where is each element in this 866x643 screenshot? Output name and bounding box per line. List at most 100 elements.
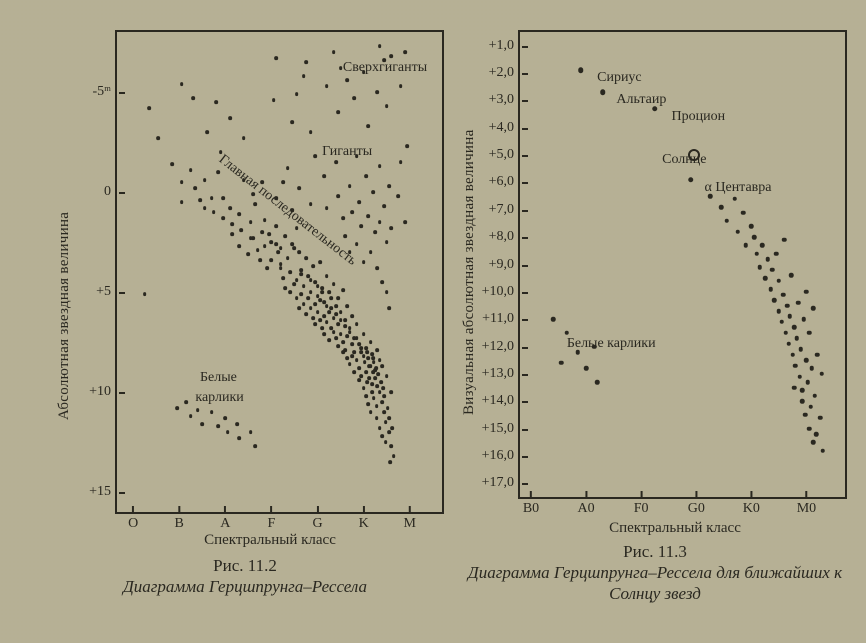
data-point — [766, 257, 771, 262]
data-point — [375, 404, 379, 408]
x-tick: G0 — [688, 497, 705, 517]
data-point — [198, 198, 202, 202]
data-point — [801, 317, 806, 322]
chart-annotation: Альтаир — [616, 92, 666, 108]
x-tick: M0 — [797, 497, 816, 517]
data-point — [807, 331, 812, 336]
data-point — [787, 342, 792, 347]
data-point — [346, 304, 350, 308]
data-point — [788, 314, 793, 319]
x-tick: B0 — [523, 497, 539, 517]
data-point — [293, 246, 297, 250]
data-point — [378, 164, 382, 168]
data-point — [812, 394, 817, 399]
data-point — [380, 280, 384, 284]
data-point — [320, 326, 324, 330]
data-point — [377, 372, 381, 376]
x-tick: M — [403, 512, 415, 532]
data-point — [779, 320, 784, 325]
chart-annotation: Процион — [671, 109, 725, 125]
data-point — [348, 184, 352, 188]
data-point — [343, 234, 347, 238]
data-point — [719, 205, 724, 210]
data-point — [383, 410, 387, 414]
data-point — [346, 78, 350, 82]
right-caption-text: Диаграмма Герцшпрунга–Рессела для ближай… — [468, 563, 842, 603]
data-point — [387, 184, 391, 188]
data-point — [369, 340, 373, 344]
data-point — [290, 120, 294, 124]
data-point — [336, 344, 340, 348]
data-point — [230, 222, 234, 226]
data-point — [210, 196, 214, 200]
data-point — [325, 274, 329, 278]
data-point — [320, 290, 324, 294]
data-point — [226, 430, 230, 434]
data-point — [323, 174, 327, 178]
data-point — [385, 290, 389, 294]
y-tick: +15,0 — [482, 421, 520, 437]
data-point — [274, 242, 278, 246]
data-point — [350, 314, 354, 318]
data-point — [260, 230, 264, 234]
data-point — [339, 332, 343, 336]
x-tick: A — [220, 512, 230, 532]
chart-annotation: Солнце — [662, 152, 706, 168]
data-point — [755, 251, 760, 256]
y-tick: +11,0 — [482, 311, 520, 327]
data-point — [346, 356, 350, 360]
y-tick: +17,0 — [482, 475, 520, 491]
data-point — [170, 162, 174, 166]
data-point — [757, 265, 762, 270]
data-point — [343, 318, 347, 322]
data-point — [389, 226, 393, 230]
data-point — [348, 362, 352, 366]
data-point — [551, 317, 556, 322]
data-point — [798, 374, 803, 379]
data-point — [366, 402, 370, 406]
data-point — [362, 332, 366, 336]
y-tick: +15 — [89, 484, 117, 500]
data-point — [304, 256, 308, 260]
data-point — [306, 296, 310, 300]
data-point — [792, 385, 797, 390]
data-point — [565, 331, 570, 336]
data-point — [353, 370, 357, 374]
data-point — [249, 220, 253, 224]
data-point — [270, 258, 274, 262]
data-point — [228, 116, 232, 120]
data-point — [359, 224, 363, 228]
data-point — [811, 440, 816, 445]
data-point — [794, 336, 799, 341]
data-point — [302, 74, 306, 78]
data-point — [385, 104, 389, 108]
data-point — [343, 348, 347, 352]
data-point — [300, 272, 304, 276]
data-point — [281, 276, 285, 280]
chart-annotation: Белые карлики — [567, 336, 656, 352]
data-point — [790, 353, 795, 358]
data-point — [366, 356, 370, 360]
data-point — [143, 292, 147, 296]
y-tick: +12,0 — [482, 339, 520, 355]
x-tick: A0 — [578, 497, 595, 517]
right-figure-caption: Рис. 11.3 Диаграмма Герцшпрунга–Рессела … — [455, 542, 855, 605]
data-point — [332, 50, 336, 54]
data-point — [370, 390, 374, 394]
data-point — [288, 290, 292, 294]
data-point — [782, 238, 787, 243]
data-point — [304, 312, 308, 316]
left-y-axis-label: Абсолютная звездная величина — [56, 212, 73, 420]
data-point — [385, 374, 389, 378]
data-point — [803, 413, 808, 418]
data-point — [219, 150, 223, 154]
chart-annotation: Белые — [200, 370, 237, 386]
data-point — [348, 330, 352, 334]
data-point — [733, 197, 738, 202]
data-point — [180, 82, 184, 86]
data-point — [760, 243, 765, 248]
data-point — [792, 325, 797, 330]
data-point — [595, 380, 600, 385]
data-point — [230, 232, 234, 236]
data-point — [228, 206, 232, 210]
